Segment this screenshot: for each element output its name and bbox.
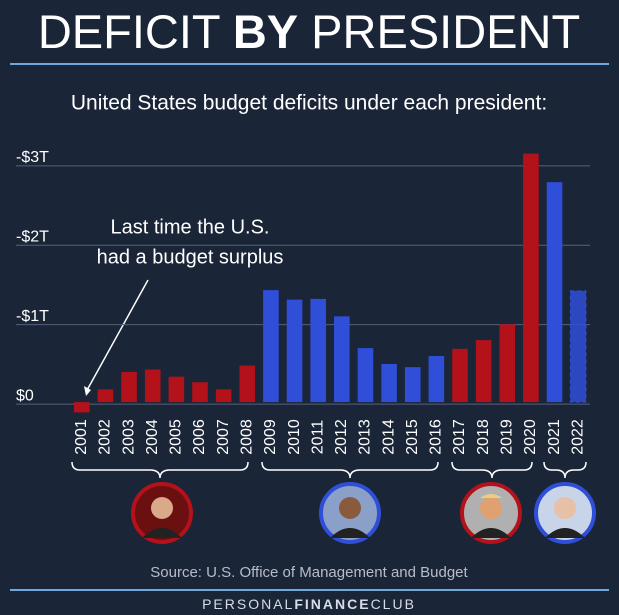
x-tick-label: 2001 bbox=[73, 419, 90, 455]
annotation: Last time the U.S. bbox=[111, 216, 270, 238]
brace bbox=[71, 461, 249, 479]
y-tick-label: -$2T bbox=[16, 229, 49, 246]
title-part: PRESIDENT bbox=[311, 5, 580, 58]
annotation-arrow bbox=[85, 279, 149, 393]
x-tick-label: 2020 bbox=[522, 419, 539, 455]
brace bbox=[261, 461, 439, 479]
bar bbox=[499, 324, 516, 403]
braces bbox=[71, 461, 587, 479]
x-tick-label: 2004 bbox=[144, 419, 161, 455]
bar bbox=[569, 290, 587, 403]
bar bbox=[97, 389, 114, 403]
footer-part: CLUB bbox=[371, 596, 416, 612]
plot: $0 -$1T -$2T -$3T 2001 2002 2003 2004 2005 2006 20… bbox=[16, 149, 590, 455]
x-tick-label: 2008 bbox=[238, 419, 255, 455]
bar bbox=[121, 371, 137, 403]
y-tick-label: $0 bbox=[16, 387, 34, 404]
x-tick-label: 2021 bbox=[546, 419, 563, 455]
x-tick-label: 2009 bbox=[262, 419, 279, 455]
x-tick-label: 2016 bbox=[428, 419, 445, 455]
portrait bbox=[460, 482, 522, 544]
bar bbox=[357, 348, 374, 403]
x-tick-label: 2011 bbox=[309, 420, 326, 455]
x-tick-label: 2013 bbox=[357, 419, 374, 455]
arrow-head bbox=[84, 386, 91, 396]
bar bbox=[286, 299, 303, 403]
y-tick-label: -$1T bbox=[16, 308, 49, 325]
bar bbox=[192, 382, 208, 403]
y-tick-label: -$3T bbox=[16, 149, 49, 166]
x-tick-label: 2019 bbox=[498, 419, 515, 455]
subtitle: United States budget deficits under each… bbox=[71, 92, 547, 115]
bar bbox=[334, 316, 350, 403]
bar bbox=[74, 402, 90, 413]
x-tick-label: 2018 bbox=[475, 419, 492, 455]
x-tick-label: 2015 bbox=[404, 419, 421, 455]
x-tick-label: 2006 bbox=[191, 419, 208, 455]
bar bbox=[404, 367, 421, 403]
footer-bold: FINANCE bbox=[294, 596, 370, 612]
portrait bbox=[131, 482, 193, 544]
x-tick-label: 2003 bbox=[120, 419, 137, 455]
bar bbox=[381, 363, 397, 403]
footer-part: PERSONAL bbox=[202, 596, 294, 612]
bar bbox=[452, 348, 468, 403]
bar bbox=[310, 298, 326, 403]
bar bbox=[239, 365, 256, 403]
portrait bbox=[319, 482, 381, 544]
portrait bbox=[534, 482, 596, 544]
bar bbox=[523, 153, 539, 403]
annotation: had a budget surplus bbox=[97, 246, 284, 268]
bar bbox=[475, 340, 492, 403]
x-tick-label: 2014 bbox=[380, 419, 397, 455]
bar bbox=[546, 182, 563, 403]
x-tick-label: 2005 bbox=[168, 419, 185, 455]
x-tick-label: 2022 bbox=[569, 419, 586, 455]
x-tick-label: 2012 bbox=[333, 419, 350, 455]
bar bbox=[168, 376, 185, 403]
bar bbox=[263, 290, 279, 403]
bar bbox=[428, 356, 445, 403]
brace bbox=[451, 461, 533, 479]
x-tick-label: 2010 bbox=[286, 419, 303, 455]
title: DEFICIT BY PRESIDENT bbox=[38, 5, 580, 58]
footer: PERSONALFINANCECLUB bbox=[202, 596, 416, 612]
bar bbox=[144, 369, 161, 403]
source: Source: U.S. Office of Management and Bu… bbox=[150, 564, 468, 581]
title-part: DEFICIT bbox=[38, 5, 220, 58]
bar bbox=[215, 389, 232, 403]
brace bbox=[543, 461, 587, 479]
x-tick-label: 2002 bbox=[97, 419, 114, 455]
x-tick-label: 2007 bbox=[215, 419, 232, 455]
x-tick-label: 2017 bbox=[451, 419, 468, 455]
portraits bbox=[131, 482, 596, 544]
title-bold: BY bbox=[233, 5, 298, 58]
